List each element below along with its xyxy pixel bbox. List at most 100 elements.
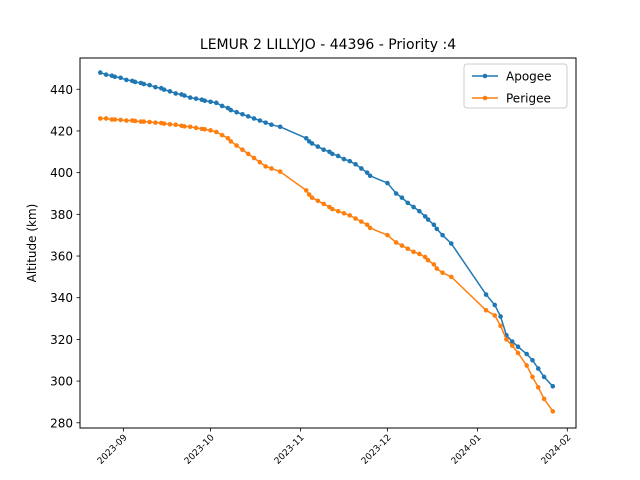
data-point-apogee (353, 162, 358, 167)
data-point-perigee (367, 225, 373, 231)
data-point-apogee (550, 384, 556, 389)
data-point-apogee (321, 147, 326, 153)
data-point-perigee (141, 119, 147, 124)
data-point-perigee (182, 124, 187, 129)
data-point-perigee (240, 147, 245, 153)
data-point-apogee (448, 241, 454, 246)
data-point-apogee (234, 109, 239, 115)
data-point-apogee (193, 96, 199, 101)
data-point-perigee (399, 243, 405, 248)
legend-label-apogee: Apogee (506, 70, 552, 84)
data-point-perigee (341, 211, 347, 216)
data-point-apogee (202, 98, 208, 104)
data-point-apogee (173, 91, 179, 96)
data-point-perigee (225, 135, 231, 141)
data-point-apogee (364, 170, 370, 175)
y-tick-label: 440 (50, 83, 73, 97)
data-point-perigee (245, 151, 251, 157)
data-point-apogee (153, 84, 158, 90)
data-point-perigee (492, 313, 498, 318)
data-point-perigee (393, 240, 399, 245)
data-point-apogee (118, 75, 123, 81)
data-point-perigee (153, 120, 158, 125)
data-point-apogee (269, 122, 274, 127)
data-point-perigee (347, 213, 353, 218)
y-tick-label: 320 (50, 333, 73, 347)
data-point-perigee (515, 350, 521, 356)
data-point-perigee (257, 159, 263, 165)
data-point-apogee (411, 204, 416, 210)
data-point-perigee (234, 143, 239, 148)
data-point-perigee (405, 246, 411, 252)
y-tick-label: 400 (50, 166, 73, 180)
data-point-apogee (367, 173, 373, 179)
data-point-apogee (315, 144, 321, 149)
data-point-apogee (535, 366, 541, 371)
y-tick-label: 340 (50, 291, 73, 305)
data-point-perigee (359, 219, 364, 224)
data-point-apogee (245, 114, 251, 119)
plot-area (98, 70, 556, 414)
data-point-perigee (263, 164, 268, 169)
data-point-apogee (147, 82, 152, 88)
data-point-apogee (98, 70, 103, 75)
data-point-perigee (315, 198, 321, 204)
data-point-perigee (353, 216, 358, 221)
data-point-perigee (251, 155, 257, 161)
y-tick-label: 300 (50, 375, 73, 389)
data-point-apogee (208, 99, 213, 105)
data-point-apogee (425, 217, 431, 222)
data-point-apogee (498, 314, 503, 319)
data-point-perigee (417, 251, 422, 257)
data-point-perigee (98, 116, 103, 121)
data-point-apogee (228, 107, 234, 113)
data-point-apogee (257, 118, 263, 123)
data-point-apogee (341, 156, 347, 162)
data-point-apogee (335, 153, 341, 159)
data-point-apogee (263, 120, 268, 125)
chart-title: LEMUR 2 LILLYJO - 44396 - Priority :4 (200, 37, 456, 53)
data-point-perigee (364, 222, 370, 228)
legend-box (463, 63, 568, 109)
data-point-apogee (124, 77, 129, 83)
data-point-perigee (530, 374, 535, 380)
data-point-perigee (193, 125, 199, 131)
data-point-perigee (228, 139, 234, 144)
data-point-perigee (422, 254, 428, 260)
data-point-apogee (214, 100, 219, 106)
data-point-apogee (509, 339, 515, 344)
data-point-apogee (103, 72, 109, 77)
data-point-apogee (132, 79, 138, 85)
data-point-perigee (187, 124, 193, 130)
data-point-perigee (385, 232, 390, 238)
data-point-perigee (434, 266, 440, 271)
data-point-perigee (202, 126, 208, 132)
data-point-apogee (483, 292, 489, 297)
data-point-perigee (550, 409, 556, 414)
data-point-apogee (541, 374, 547, 380)
data-point-apogee (422, 214, 428, 219)
data-point-perigee (498, 323, 503, 329)
data-point-perigee (309, 195, 315, 200)
legend: Apogee Perigee (463, 63, 568, 109)
data-point-perigee (541, 396, 547, 402)
legend-marker-apogee (482, 73, 488, 79)
data-point-perigee (306, 192, 312, 197)
data-point-perigee (504, 337, 509, 342)
data-point-apogee (431, 222, 437, 228)
data-point-perigee (535, 385, 541, 390)
data-point-perigee (330, 206, 335, 212)
data-point-perigee (303, 188, 309, 193)
y-axis-label: Altitude (km) (25, 204, 39, 283)
data-point-perigee (167, 121, 173, 127)
data-point-apogee (417, 208, 422, 214)
data-point-perigee (132, 118, 138, 124)
data-point-apogee (515, 344, 521, 350)
data-point-apogee (347, 158, 353, 164)
data-point-apogee (161, 87, 167, 92)
y-tick-label: 380 (50, 208, 73, 222)
data-point-apogee (385, 180, 390, 186)
data-point-perigee (112, 117, 118, 122)
data-point-perigee (335, 208, 341, 214)
